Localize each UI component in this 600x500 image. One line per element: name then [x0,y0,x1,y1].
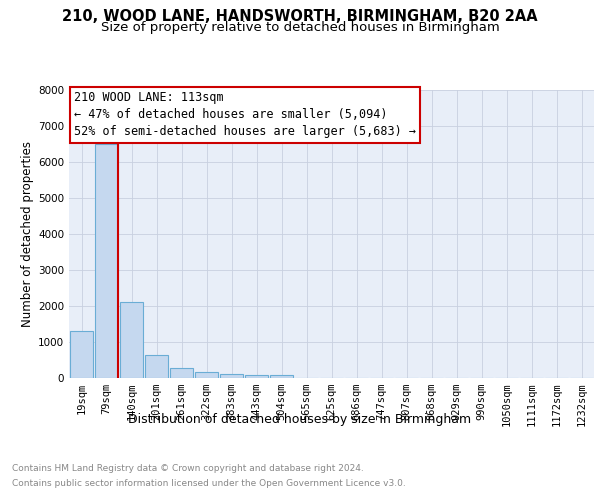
Bar [120,302,143,378]
Bar [220,374,243,378]
Bar [145,355,168,378]
Text: Distribution of detached houses by size in Birmingham: Distribution of detached houses by size … [128,412,472,426]
Y-axis label: Number of detached properties: Number of detached properties [21,141,34,327]
Bar [170,368,193,378]
Text: Contains public sector information licensed under the Open Government Licence v3: Contains public sector information licen… [12,479,406,488]
Text: 210, WOOD LANE, HANDSWORTH, BIRMINGHAM, B20 2AA: 210, WOOD LANE, HANDSWORTH, BIRMINGHAM, … [62,9,538,24]
Bar [70,331,93,378]
Bar [195,372,218,378]
Text: Size of property relative to detached houses in Birmingham: Size of property relative to detached ho… [101,21,499,34]
Text: Contains HM Land Registry data © Crown copyright and database right 2024.: Contains HM Land Registry data © Crown c… [12,464,364,473]
Text: 210 WOOD LANE: 113sqm
← 47% of detached houses are smaller (5,094)
52% of semi-d: 210 WOOD LANE: 113sqm ← 47% of detached … [74,92,416,138]
Bar [245,375,268,378]
Bar [95,144,118,378]
Bar [270,375,293,378]
